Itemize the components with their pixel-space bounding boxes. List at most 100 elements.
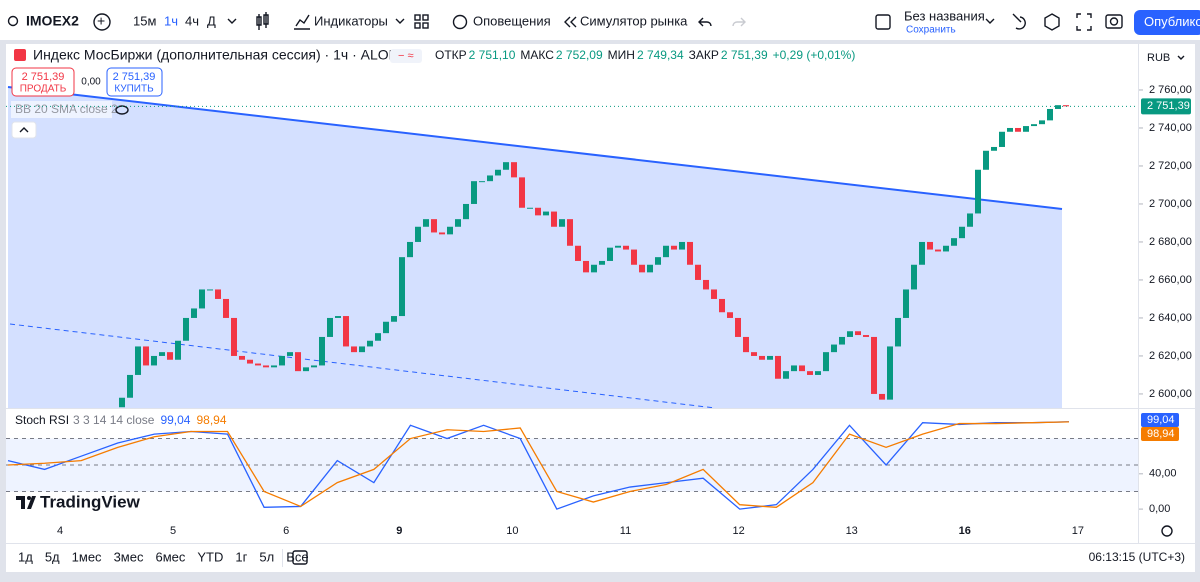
candle [311, 365, 317, 368]
candle [799, 365, 805, 372]
candle [991, 146, 997, 151]
candle [839, 336, 845, 345]
symbol-logo [14, 49, 26, 61]
range-button[interactable]: 1д [18, 549, 33, 564]
range-button[interactable]: YTD [197, 549, 223, 564]
candle [327, 317, 333, 337]
add-symbol[interactable] [93, 13, 111, 31]
dropdown[interactable] [227, 18, 237, 24]
snapshot[interactable] [1105, 14, 1123, 29]
candle [807, 371, 813, 375]
symbol[interactable]: IMOEX2 [26, 13, 79, 29]
range-button[interactable]: 1мес [72, 549, 102, 564]
candle [687, 241, 693, 265]
indicators-icon[interactable] [294, 14, 310, 30]
candle [247, 359, 253, 364]
buy-price[interactable]: 2 751,39 [113, 71, 156, 83]
dashed-line[interactable] [9, 323, 716, 408]
candle [959, 226, 965, 239]
frame [0, 572, 1200, 582]
currency[interactable]: RUB [1147, 52, 1170, 64]
range-button[interactable]: 3мес [114, 549, 144, 564]
sell-button[interactable] [11, 67, 75, 97]
legend-title: Индекс МосБиржи (дополнительная сессия) … [33, 47, 399, 63]
buy-button[interactable] [106, 67, 163, 97]
candle [503, 162, 509, 170]
candle [391, 316, 397, 322]
currency-box[interactable] [1141, 48, 1191, 68]
range-bar: 1д 5д 1мес 3мес 6мес YTD 1г 5л Все [18, 549, 309, 564]
candle [911, 264, 917, 290]
dropdown[interactable] [395, 18, 405, 24]
candle [135, 346, 141, 375]
layouts [414, 22, 421, 29]
date-range[interactable] [292, 550, 308, 565]
interval[interactable]: 15м [133, 13, 156, 28]
fullscreen[interactable] [1076, 13, 1092, 31]
time-label: 9 [396, 525, 402, 537]
trend-line[interactable] [7, 86, 1063, 210]
candle [239, 355, 245, 360]
range-button[interactable]: 5д [45, 549, 60, 564]
candle [351, 346, 357, 353]
candle [575, 245, 581, 261]
candle [935, 249, 941, 252]
settings[interactable] [1044, 13, 1060, 31]
indicators[interactable]: Индикаторы [314, 13, 388, 28]
candle [887, 346, 893, 400]
time-label: 17 [1072, 525, 1084, 537]
sell-price[interactable]: 2 751,39 [22, 71, 65, 83]
layouts[interactable] [414, 14, 421, 21]
ohlc-value: 2 752,09 [556, 48, 603, 62]
candle [863, 335, 869, 337]
alert-icon[interactable] [452, 14, 468, 30]
frame [1195, 40, 1200, 582]
buy-label[interactable]: КУПИТЬ [114, 84, 154, 95]
candle [591, 264, 597, 273]
collapse[interactable] [11, 121, 37, 139]
candle [919, 241, 925, 265]
range-button[interactable]: Все [286, 549, 308, 564]
candle [767, 355, 773, 360]
candle [343, 316, 349, 347]
redo[interactable] [732, 17, 746, 27]
candle [535, 207, 541, 216]
price-label: 2 640,00 [1149, 312, 1192, 324]
candle [615, 245, 621, 248]
candle [727, 312, 733, 318]
range-button[interactable]: 1г [235, 549, 247, 564]
candle [759, 355, 765, 360]
candle [167, 352, 173, 360]
undo[interactable] [698, 17, 712, 27]
interval[interactable]: 4ч [185, 13, 199, 28]
axis-settings[interactable] [1161, 525, 1173, 537]
candle [639, 264, 645, 273]
indicator-label[interactable]: BB 20 SMA close 2 [15, 102, 118, 116]
interval[interactable]: Д [207, 13, 216, 28]
price-label: 2 740,00 [1149, 122, 1192, 134]
dropdown [1177, 55, 1185, 60]
stoch-tick-label: 0,00 [1149, 503, 1170, 515]
interval[interactable]: 1ч [164, 13, 178, 28]
publish[interactable]: Опубликов [1144, 14, 1200, 29]
alerts[interactable]: Оповещения [473, 13, 551, 28]
range-button[interactable]: 5л [259, 549, 274, 564]
chart-type[interactable] [256, 12, 269, 30]
candle [983, 150, 989, 170]
publish-button[interactable] [1134, 10, 1200, 35]
candle [175, 340, 181, 360]
dropdown[interactable] [985, 18, 995, 24]
replay[interactable]: Симулятор рынка [580, 13, 688, 28]
calc[interactable] [1012, 13, 1026, 30]
search-icon [7, 15, 19, 27]
layout-icon[interactable] [875, 14, 891, 30]
layout-name[interactable]: Без названия [904, 8, 985, 23]
candle [263, 365, 269, 368]
candle [231, 317, 237, 356]
replay-icon[interactable] [564, 16, 577, 28]
candle [671, 245, 677, 250]
candle [183, 317, 189, 341]
range-button[interactable]: 6мес [155, 549, 185, 564]
sell-label[interactable]: ПРОДАТЬ [20, 84, 67, 95]
